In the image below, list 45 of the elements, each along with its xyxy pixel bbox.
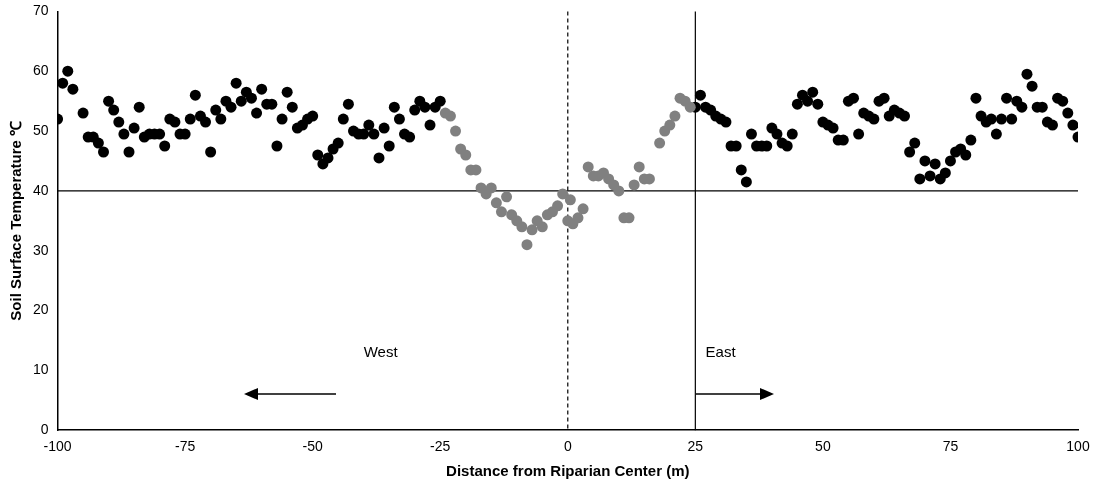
y-tick-label: 50 — [32, 121, 49, 138]
y-tick-label: 20 — [32, 301, 49, 318]
y-tick-label: 70 — [32, 2, 49, 19]
x-tick-label: 0 — [563, 438, 572, 455]
point — [552, 200, 564, 212]
point — [669, 110, 681, 122]
x-axis-title: Distance from Riparian Center (m) — [446, 462, 690, 480]
x-tick-label: -75 — [175, 438, 196, 455]
annotation: West — [363, 342, 399, 360]
point — [613, 185, 625, 197]
point — [572, 212, 584, 224]
point — [485, 182, 497, 194]
y-tick-label: 60 — [32, 62, 49, 79]
point — [536, 221, 548, 233]
y-tick-label: 10 — [32, 361, 49, 378]
y-tick-label: 0 — [40, 421, 49, 438]
annotation: East — [705, 342, 737, 360]
point — [495, 206, 507, 218]
point — [526, 224, 538, 236]
x-tick-label: -50 — [302, 438, 324, 455]
point — [521, 239, 533, 251]
y-axis-title: Soil Surface Temperature ℃ — [7, 120, 25, 321]
x-tick-label: 25 — [687, 438, 704, 455]
point — [501, 191, 513, 203]
point — [664, 119, 676, 131]
x-tick-label: 75 — [942, 438, 959, 455]
point — [564, 194, 576, 206]
point — [654, 137, 666, 149]
point — [490, 197, 502, 209]
x-tick-label: 100 — [1066, 438, 1090, 455]
point — [516, 221, 528, 233]
point — [633, 161, 645, 173]
x-tick-label: 50 — [815, 438, 831, 455]
point — [557, 188, 569, 200]
point — [684, 101, 696, 113]
point — [450, 125, 462, 137]
x-tick-label: -25 — [430, 438, 451, 455]
point — [628, 179, 640, 191]
y-tick-label: 40 — [32, 181, 49, 198]
point — [444, 110, 456, 122]
point — [577, 203, 589, 215]
y-tick-label: 30 — [32, 241, 49, 258]
point — [460, 149, 472, 161]
x-tick-label: -100 — [43, 438, 72, 455]
point — [582, 161, 594, 173]
